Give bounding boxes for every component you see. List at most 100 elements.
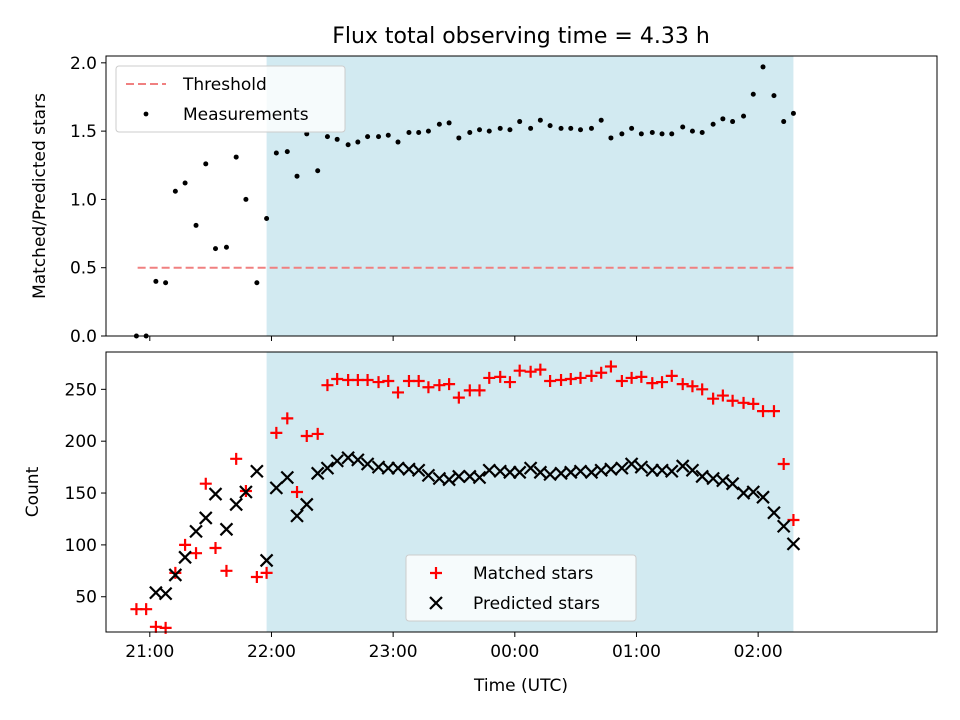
predicted-star-point xyxy=(208,487,223,501)
matched-star-point xyxy=(726,394,739,407)
predicted-star-point xyxy=(452,469,466,484)
matched-star-point xyxy=(250,571,263,584)
matched-star-point xyxy=(291,486,304,498)
measurement-point xyxy=(790,110,796,116)
measurement-point xyxy=(284,149,290,155)
predicted-star-point xyxy=(330,454,344,468)
measurement-point xyxy=(203,161,209,167)
predicted-star-point xyxy=(472,470,487,485)
matched-star-point xyxy=(503,376,516,389)
predicted-star-point xyxy=(320,461,335,475)
matched-star-point xyxy=(382,375,395,388)
predicted-star-point xyxy=(259,553,274,568)
predicted-star-point xyxy=(250,464,264,479)
matched-star-point xyxy=(524,365,537,378)
predicted-star-point xyxy=(391,461,405,475)
count-y-tick-label: 200 xyxy=(65,432,97,452)
measurement-point xyxy=(578,127,584,133)
measurement-point xyxy=(223,244,229,250)
matched-star-point xyxy=(707,392,720,405)
measurement-point xyxy=(710,121,716,127)
matched-star-point xyxy=(392,386,405,399)
measurement-point xyxy=(425,128,431,134)
legend-predicted-swatch xyxy=(429,596,443,610)
measurement-point xyxy=(507,127,513,133)
measurement-point xyxy=(528,125,534,131)
ratio-y-label: Matched/Predicted stars xyxy=(30,93,50,299)
predicted-star-point xyxy=(269,481,284,495)
measurement-point xyxy=(771,93,777,99)
matched-star-point xyxy=(190,547,203,560)
predicted-star-point xyxy=(178,550,192,565)
matched-star-point xyxy=(220,564,233,577)
measurement-point xyxy=(537,117,543,123)
time-x-tick-label: 22:00 xyxy=(247,642,296,662)
matched-star-point xyxy=(615,375,628,388)
matched-star-point xyxy=(574,371,587,384)
measurement-point xyxy=(497,125,503,131)
matched-star-point xyxy=(777,458,790,470)
measurement-point xyxy=(750,91,756,97)
measurement-point xyxy=(345,142,351,148)
measurement-point xyxy=(153,278,159,284)
matched-star-point xyxy=(443,378,456,391)
predicted-star-point xyxy=(664,464,679,479)
predicted-star-point xyxy=(716,473,730,488)
predicted-star-point xyxy=(168,568,183,582)
predicted-star-point xyxy=(280,470,295,485)
measurement-point xyxy=(254,280,260,286)
matched-star-point xyxy=(321,379,334,392)
predicted-star-point xyxy=(189,524,203,539)
time-x-tick-label: 01:00 xyxy=(612,642,661,662)
matched-star-point xyxy=(676,378,689,391)
measurement-point xyxy=(385,132,391,138)
matched-star-point xyxy=(311,427,324,440)
matched-star-point xyxy=(483,371,496,384)
measurement-point xyxy=(608,135,614,141)
matched-star-point xyxy=(716,389,729,402)
measurement-point xyxy=(315,168,321,174)
predicted-star-point xyxy=(624,457,639,471)
matched-star-point xyxy=(656,376,669,389)
measurement-point xyxy=(598,117,604,123)
measurement-point xyxy=(273,150,279,156)
measurement-point xyxy=(233,154,239,160)
predicted-star-point xyxy=(512,465,527,480)
ratio-plot-frame xyxy=(105,55,938,337)
matched-star-point xyxy=(665,369,678,382)
predicted-star-point xyxy=(381,461,396,475)
predicted-star-point xyxy=(219,522,234,537)
matched-star-point xyxy=(300,430,313,442)
matched-star-point xyxy=(260,566,273,579)
matched-star-point xyxy=(635,370,648,383)
time-x-tick-label: 21:00 xyxy=(125,642,174,662)
measurement-point xyxy=(163,280,169,286)
measurement-point xyxy=(264,216,270,222)
measurement-point xyxy=(193,222,199,228)
legend-threshold-label: Threshold xyxy=(182,75,267,95)
ratio-legend-box xyxy=(115,65,346,133)
matched-star-point xyxy=(179,538,192,551)
predicted-star-point xyxy=(615,461,629,475)
ratio-y-tick-label: 0.5 xyxy=(70,259,97,279)
measurement-point xyxy=(172,188,178,194)
predicted-star-point xyxy=(634,460,649,474)
measurement-point xyxy=(456,135,462,141)
matched-star-point xyxy=(696,383,709,396)
measurement-point xyxy=(304,131,310,137)
predicted-star-point xyxy=(746,485,761,499)
measurement-point xyxy=(689,128,695,134)
matched-star-point xyxy=(452,391,465,404)
matched-star-point xyxy=(534,363,547,376)
matched-star-point xyxy=(544,375,557,388)
time-x-tick-label: 02:00 xyxy=(734,642,783,662)
predicted-star-point xyxy=(543,467,557,482)
measurement-point xyxy=(324,134,330,140)
matched-star-point xyxy=(513,364,526,377)
measurement-point xyxy=(730,119,736,125)
matched-star-point xyxy=(757,405,770,418)
predicted-star-point xyxy=(695,469,709,484)
measurement-point xyxy=(213,246,219,252)
count-panel: 50 100 150 200 250 21:00 22:00 23:00 00:00 01:00… xyxy=(23,351,938,696)
